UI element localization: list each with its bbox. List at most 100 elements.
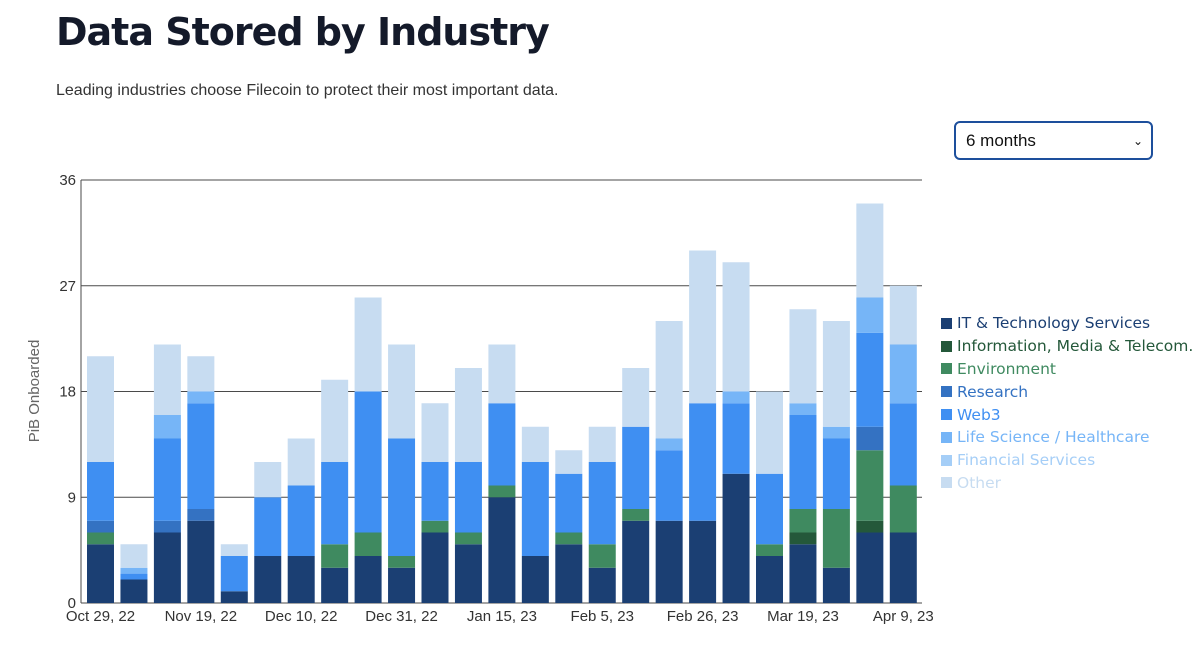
chart-legend: IT & Technology Services Information, Med… [941,312,1193,494]
bar-segment-web3 [488,403,516,486]
y-tick-label: 9 [68,489,76,506]
legend-item[interactable]: IT & Technology Services [941,312,1193,335]
bar-segment-other [722,262,750,392]
bar-segment-other [254,462,282,498]
legend-label: Research [957,382,1029,401]
bar-segment-life-science-healthcare [789,403,817,415]
bar-segment-web3 [521,462,549,556]
bar-segment-information-media-telecom [789,532,817,545]
legend-swatch [941,363,952,375]
y-tick-label: 18 [59,384,76,401]
bar-segment-other [756,391,783,474]
bar-segment-other [153,344,181,415]
bar-segment-web3 [153,438,181,521]
legend-label: Environment [957,359,1056,378]
bar-segment-life-science-healthcare [856,297,884,333]
bar-segment-it-technology-services [287,556,315,603]
legend-item[interactable]: Research [941,380,1193,403]
bar-segment-other [388,344,416,439]
bar-segment-other [354,297,382,392]
bar-segment-web3 [321,462,349,545]
bar-segment-other [120,544,148,568]
bar-segment-it-technology-services [622,520,650,603]
bar-segment-other [822,321,850,427]
bar-segment-web3 [354,391,382,533]
y-tick-label: 36 [59,172,76,189]
bar-segment-other [889,285,917,345]
bars [87,203,917,603]
bar-segment-life-science-healthcare [889,344,917,404]
bar-segment-web3 [220,556,248,592]
bar-segment-other [187,356,215,392]
x-tick-label: Mar 19, 23 [767,608,839,625]
bar-segment-environment [822,509,850,568]
bar-segment-other [521,426,549,462]
page-title: Data Stored by Industry [56,10,550,54]
bar-segment-it-technology-services [722,473,750,603]
bar-segment-environment [421,520,449,533]
bar-segment-it-technology-services [87,544,114,603]
bar-segment-it-technology-services [889,532,917,603]
bar-segment-web3 [588,462,616,545]
legend-swatch [941,409,952,421]
bar-segment-it-technology-services [421,532,449,603]
bar-segment-other [555,450,583,474]
bar-segment-it-technology-services [187,520,215,603]
bar-segment-environment [756,544,783,556]
bar-segment-life-science-healthcare [822,426,850,439]
bar-segment-other [287,438,315,486]
bar-segment-other [622,368,650,427]
bar-segment-other [689,250,717,404]
bar-segment-web3 [120,573,148,580]
legend-item[interactable]: Life Science / Healthcare [941,426,1193,449]
legend-label: Information, Media & Telecom. [957,337,1194,356]
legend-item[interactable]: Environment [941,358,1193,381]
legend-item[interactable]: Financial Services [941,449,1193,472]
bar-segment-web3 [655,450,683,521]
legend-item[interactable]: Other [941,472,1193,495]
bar-segment-it-technology-services [588,567,616,603]
x-tick-label: Jan 15, 23 [467,608,537,625]
bar-segment-research [856,426,884,451]
bar-segment-other [655,321,683,439]
bar-segment-web3 [254,497,282,556]
bar-segment-it-technology-services [220,591,248,603]
x-tick-label: Dec 10, 22 [265,608,338,625]
x-tick-label: Feb 26, 23 [667,608,739,625]
legend-label: IT & Technology Services [957,314,1151,333]
bar-segment-it-technology-services [388,567,416,603]
y-tick-label: 0 [68,595,76,612]
bar-segment-web3 [756,473,783,545]
x-tick-label: Oct 29, 22 [66,608,135,625]
bar-segment-environment [856,450,884,521]
legend-label: Life Science / Healthcare [957,428,1150,447]
bar-segment-other [488,344,516,404]
bar-segment-research [87,520,114,533]
legend-swatch [941,340,952,352]
bar-segment-environment [87,532,114,545]
bar-segment-web3 [689,403,717,521]
bar-segment-other [87,356,114,462]
stacked-bar-chart: 0 9 18 27 36 Oct 29, 22 Nov 19, 22 Dec 10, 22 De… [26,172,934,625]
legend-swatch [941,317,952,329]
bar-segment-it-technology-services [454,544,482,603]
bar-segment-web3 [388,438,416,556]
bar-segment-it-technology-services [254,556,282,603]
legend-item[interactable]: Web3 [941,403,1193,426]
x-tick-label: Apr 9, 23 [873,608,934,625]
bar-segment-research [187,509,215,521]
legend-item[interactable]: Information, Media & Telecom. [941,335,1193,358]
time-range-select[interactable]: 6 months ⌄ [954,121,1153,160]
bar-segment-it-technology-services [153,532,181,603]
bar-segment-environment [789,509,817,533]
bar-segment-other [321,379,349,462]
bar-segment-life-science-healthcare [187,391,215,404]
chevron-down-icon: ⌄ [1132,133,1143,148]
bar-segment-environment [488,485,516,498]
bar-segment-environment [889,485,917,533]
bar-segment-web3 [454,462,482,533]
bar-segment-environment [622,509,650,521]
bar-segment-environment [354,532,382,556]
bar-segment-life-science-healthcare [120,567,148,574]
bar-segment-it-technology-services [789,544,817,603]
